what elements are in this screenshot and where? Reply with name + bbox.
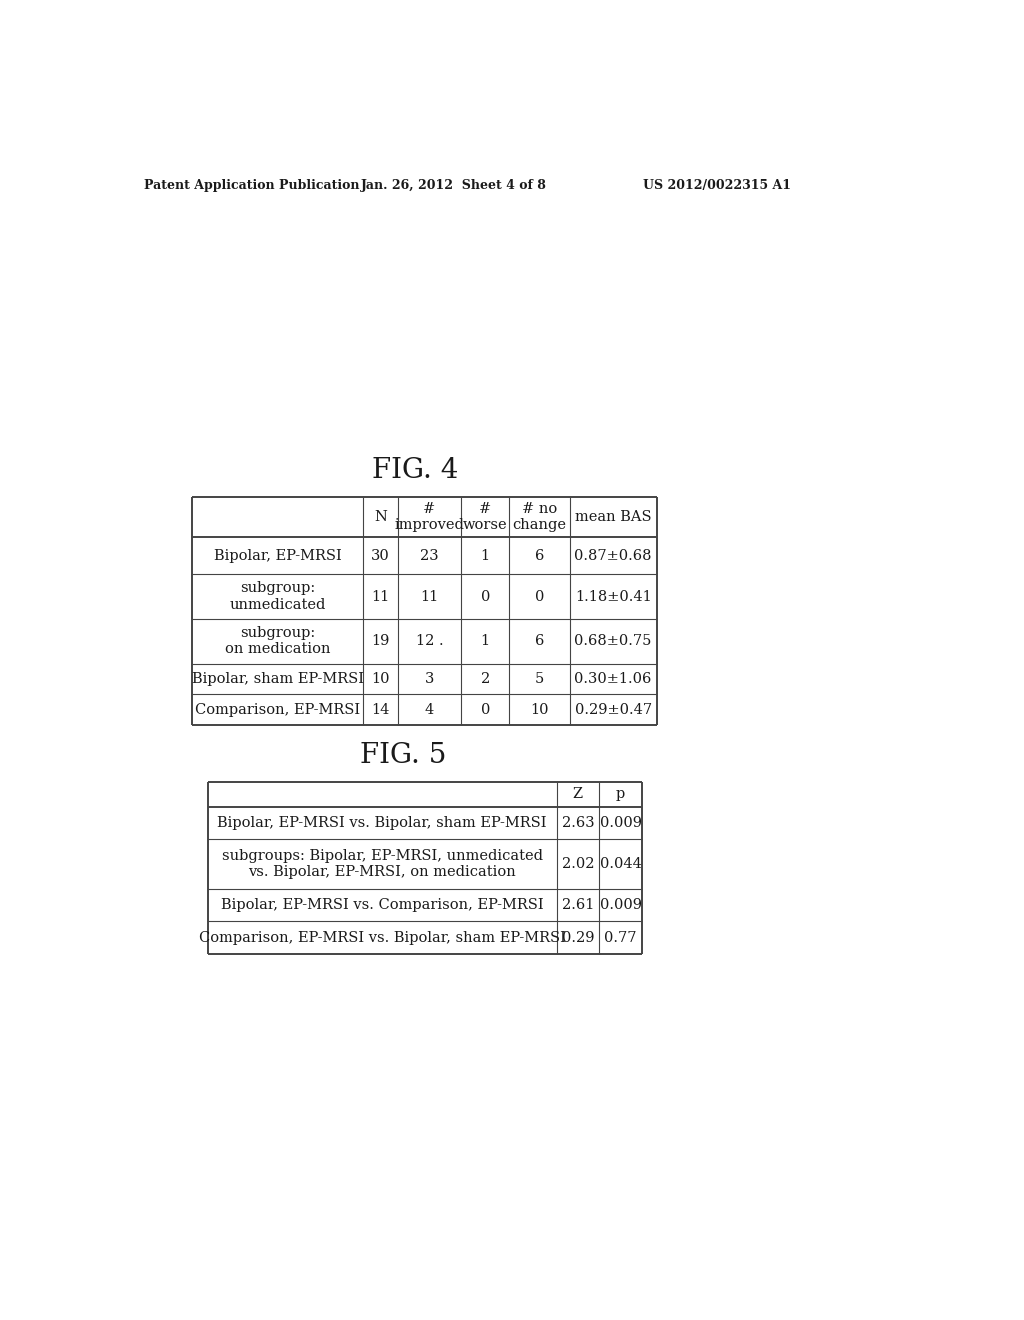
Text: N: N [374, 511, 387, 524]
Text: 0.29±0.47: 0.29±0.47 [574, 702, 651, 717]
Text: 0.009: 0.009 [599, 899, 641, 912]
Text: 10: 10 [530, 702, 549, 717]
Text: US 2012/0022315 A1: US 2012/0022315 A1 [643, 178, 791, 191]
Text: 0.87±0.68: 0.87±0.68 [574, 549, 652, 562]
Text: 0: 0 [480, 590, 489, 603]
Text: 5: 5 [535, 672, 544, 686]
Text: FIG. 4: FIG. 4 [372, 457, 458, 483]
Text: 10: 10 [371, 672, 389, 686]
Text: 0.68±0.75: 0.68±0.75 [574, 634, 652, 648]
Text: 0.77: 0.77 [604, 931, 637, 945]
Text: subgroup:
unmedicated: subgroup: unmedicated [229, 581, 326, 611]
Text: 6: 6 [535, 634, 544, 648]
Text: 3: 3 [425, 672, 434, 686]
Text: Bipolar, EP-MRSI: Bipolar, EP-MRSI [214, 549, 341, 562]
Text: 1: 1 [480, 549, 489, 562]
Text: 0.30±1.06: 0.30±1.06 [574, 672, 652, 686]
Text: Bipolar, EP-MRSI vs. Comparison, EP-MRSI: Bipolar, EP-MRSI vs. Comparison, EP-MRSI [221, 899, 544, 912]
Text: subgroups: Bipolar, EP-MRSI, unmedicated
vs. Bipolar, EP-MRSI, on medication: subgroups: Bipolar, EP-MRSI, unmedicated… [222, 849, 543, 879]
Text: #
improved: # improved [394, 502, 465, 532]
Text: # no
change: # no change [513, 502, 566, 532]
Text: 23: 23 [420, 549, 439, 562]
Text: 0.009: 0.009 [599, 816, 641, 830]
Text: 0.044: 0.044 [600, 857, 641, 871]
Text: FIG. 5: FIG. 5 [360, 742, 446, 768]
Text: mean BAS: mean BAS [574, 511, 651, 524]
Text: Patent Application Publication: Patent Application Publication [144, 178, 359, 191]
Text: Jan. 26, 2012  Sheet 4 of 8: Jan. 26, 2012 Sheet 4 of 8 [360, 178, 547, 191]
Text: #
worse: # worse [463, 502, 508, 532]
Text: 19: 19 [371, 634, 389, 648]
Text: 1: 1 [480, 634, 489, 648]
Text: 11: 11 [371, 590, 389, 603]
Text: 0: 0 [535, 590, 544, 603]
Text: 14: 14 [371, 702, 389, 717]
Text: 12 .: 12 . [416, 634, 443, 648]
Text: p: p [615, 788, 625, 801]
Text: 11: 11 [420, 590, 438, 603]
Text: 30: 30 [371, 549, 390, 562]
Text: Bipolar, EP-MRSI vs. Bipolar, sham EP-MRSI: Bipolar, EP-MRSI vs. Bipolar, sham EP-MR… [217, 816, 547, 830]
Text: 0: 0 [480, 702, 489, 717]
Text: 1.18±0.41: 1.18±0.41 [574, 590, 651, 603]
Text: 0.29: 0.29 [561, 931, 594, 945]
Text: 6: 6 [535, 549, 544, 562]
Text: 2.61: 2.61 [562, 899, 594, 912]
Text: 2: 2 [480, 672, 489, 686]
Text: Comparison, EP-MRSI: Comparison, EP-MRSI [195, 702, 360, 717]
Text: 2.02: 2.02 [561, 857, 594, 871]
Text: Z: Z [572, 788, 583, 801]
Text: 2.63: 2.63 [561, 816, 594, 830]
Text: Bipolar, sham EP-MRSI: Bipolar, sham EP-MRSI [191, 672, 364, 686]
Text: Comparison, EP-MRSI vs. Bipolar, sham EP-MRSI: Comparison, EP-MRSI vs. Bipolar, sham EP… [199, 931, 565, 945]
Text: 4: 4 [425, 702, 434, 717]
Text: subgroup:
on medication: subgroup: on medication [225, 626, 331, 656]
